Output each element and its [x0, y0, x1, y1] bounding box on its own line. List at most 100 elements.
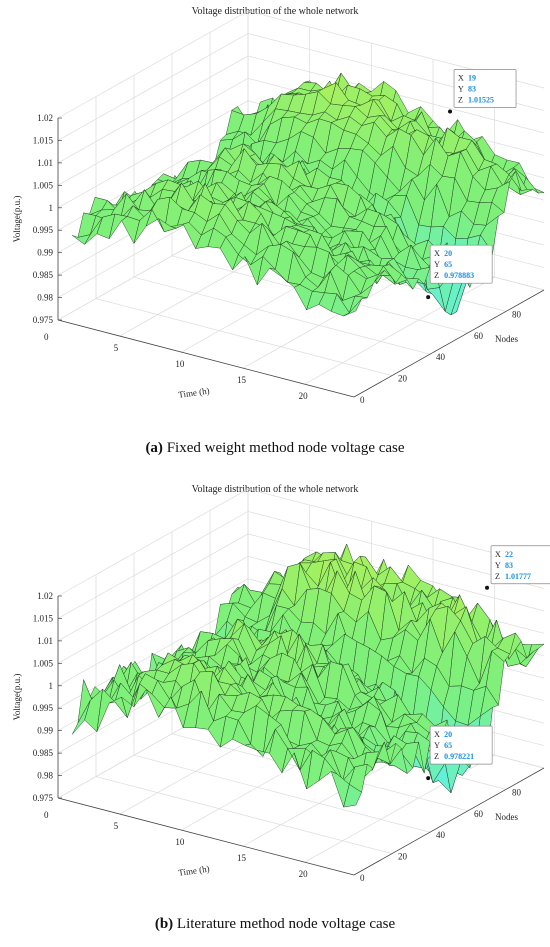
nodes-tick-label: 0	[360, 873, 365, 883]
datatip-value: 65	[444, 741, 452, 750]
surface-face	[343, 784, 362, 808]
datatip-key: Z	[434, 271, 439, 280]
z-tick-label: 1.01	[37, 158, 53, 168]
caption-b-label: (b)	[154, 916, 174, 932]
datatip: X 22 Y 83 Z 1.01777	[485, 545, 550, 590]
nodes-tick-label: 40	[436, 830, 446, 840]
datatip-marker	[426, 295, 431, 300]
z-tick-label: 0.995	[33, 703, 54, 713]
node-floor-line	[95, 298, 393, 376]
time-axis-line	[57, 797, 355, 876]
datatip-value: 65	[444, 260, 452, 269]
caption-a-text: Fixed weight method node voltage case	[166, 440, 405, 456]
datatip-value: 20	[444, 249, 452, 258]
datatip-key: Y	[458, 84, 464, 93]
nodes-axis-line	[353, 289, 545, 398]
z-tick-label: 1.005	[33, 180, 54, 190]
datatip-marker	[485, 585, 490, 590]
datatip-key: Z	[495, 572, 500, 581]
datatip-value: 0.978221	[444, 752, 474, 761]
nodes-tick-label: 40	[436, 352, 446, 362]
time-tick-label: 5	[114, 343, 119, 353]
nodes-tick-label: 80	[512, 309, 522, 319]
z-tick-label: 0.99	[37, 248, 53, 258]
nodes-tick-label: 60	[474, 331, 484, 341]
datatip-key: X	[495, 550, 501, 559]
datatip-value: 83	[505, 561, 513, 570]
z-tick-label: 0.98	[37, 293, 53, 303]
datatip-box	[490, 545, 550, 585]
z-tick-label: 1.015	[33, 613, 54, 623]
z-tick-label: 0.99	[37, 726, 53, 736]
datatip-key: Z	[458, 95, 463, 104]
time-tick-zero: 0	[44, 810, 49, 820]
z-tick-label: 1	[49, 681, 54, 691]
z-tick-label: 1.01	[37, 636, 53, 646]
z-tick-label: 0.975	[33, 315, 54, 325]
datatip-value: 20	[444, 730, 452, 739]
z-tick-label: 1.015	[33, 135, 54, 145]
node-floor-line	[133, 276, 431, 355]
z-tick-label: 0.985	[33, 270, 54, 280]
nodes-axis-label: Nodes	[495, 812, 518, 822]
datatip-key: X	[434, 249, 440, 258]
datatip-box	[429, 244, 493, 284]
voltage-surface	[71, 72, 545, 317]
chart-b-svg: Voltage distribution of the whole networ…	[12, 484, 550, 883]
caption-b-text: Literature method node voltage case	[176, 916, 396, 932]
datatip-value: 83	[468, 84, 476, 93]
z-tick-label: 1	[49, 203, 54, 213]
z-tick-label: 1.02	[37, 113, 53, 123]
datatip-value: 1.01777	[505, 572, 531, 581]
surface-face	[343, 298, 362, 317]
datatip-value: 22	[505, 550, 513, 559]
datatip-marker	[426, 776, 431, 781]
nodes-tick-label: 20	[398, 852, 408, 862]
datatip-key: Z	[434, 752, 439, 761]
z-tick-label: 1.005	[33, 658, 54, 668]
z-tick-label: 0.975	[33, 793, 54, 803]
datatip: X 20 Y 65 Z 0.978221	[426, 725, 493, 781]
datatip-box	[429, 725, 493, 765]
z-tick-label: 0.98	[37, 771, 53, 781]
time-axis-label: Time (h)	[178, 864, 211, 878]
node-floor-line	[133, 754, 431, 833]
time-axis-label: Time (h)	[178, 386, 211, 400]
datatip-key: Y	[495, 561, 501, 570]
time-tick-label: 20	[299, 391, 309, 401]
datatip: X 20 Y 65 Z 0.978883	[426, 244, 493, 300]
datatip-key: Y	[434, 260, 440, 269]
z-axis-label: Voltage(p.u.)	[12, 674, 22, 721]
time-tick-zero: 0	[44, 332, 49, 342]
time-tick-label: 20	[299, 869, 309, 879]
datatip-box	[453, 69, 517, 108]
chart-title: Voltage distribution of the whole networ…	[192, 6, 359, 17]
z-tick-label: 1.02	[37, 591, 53, 601]
z-tick-label: 0.985	[33, 748, 54, 758]
datatip-value: 19	[468, 73, 476, 82]
time-tick-label: 15	[237, 853, 247, 863]
time-tick-label: 15	[237, 375, 247, 385]
node-floor-line	[95, 776, 393, 854]
z-axis-label: Voltage(p.u.)	[12, 196, 22, 243]
time-axis-line	[57, 319, 355, 398]
nodes-tick-label: 0	[360, 395, 365, 405]
chart-title: Voltage distribution of the whole networ…	[192, 484, 359, 495]
caption-a: (a) Fixed weight method node voltage cas…	[0, 440, 550, 457]
z-tick-label: 0.995	[33, 225, 54, 235]
time-floor-line	[304, 276, 495, 385]
time-tick-label: 10	[175, 359, 185, 369]
caption-a-label: (a)	[145, 440, 163, 456]
voltage-surface	[71, 543, 545, 808]
chart-panel-a: Voltage distribution of the whole networ…	[0, 0, 550, 430]
nodes-tick-label: 20	[398, 374, 408, 384]
datatip-key: X	[458, 73, 464, 82]
nodes-tick-label: 80	[512, 787, 522, 797]
datatip-key: Y	[434, 741, 440, 750]
chart-a-svg: Voltage distribution of the whole networ…	[12, 6, 545, 405]
nodes-axis-line	[353, 767, 545, 876]
nodes-tick-label: 60	[474, 809, 484, 819]
time-tick-label: 5	[114, 821, 119, 831]
datatip-value: 1.01525	[468, 95, 494, 104]
datatip-key: X	[434, 730, 440, 739]
